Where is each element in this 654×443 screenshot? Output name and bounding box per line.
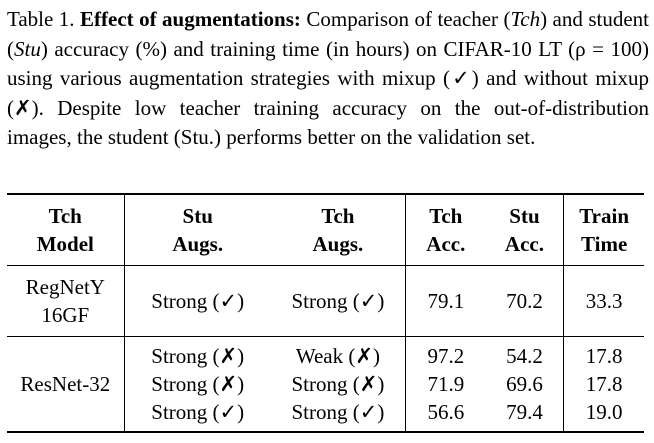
header-stu-acc: Stu Acc.: [485, 193, 565, 266]
cell-stu-acc: 70.2: [485, 265, 565, 337]
header-tch-acc: Tch Acc.: [405, 193, 486, 266]
cell-tch-augs: Strong (✗): [291, 372, 385, 396]
table-header: Tch Model Stu Augs. Tch Augs. Tch Acc. Stu Ac…: [7, 193, 644, 266]
cell-tch-augs: Strong (✓): [270, 265, 407, 337]
table-body: RegNetY 16GF Strong (✓) Strong (✓) 79.1 7…: [7, 265, 644, 433]
cell-tch-augs: Strong (✓): [291, 400, 385, 424]
caption-text-3: ) accuracy (%) and training time (in hou…: [7, 36, 649, 150]
cell-stu-augs: Strong (✓): [151, 400, 245, 424]
cell-tch-acc: 79.1: [405, 265, 486, 337]
cell-stu-augs-stack: Strong (✗) Strong (✗) Strong (✓): [124, 336, 271, 433]
cell-tch-acc: 71.9: [427, 372, 465, 396]
caption-text-1: Comparison of teacher (: [300, 7, 511, 31]
cell-train-time: 19.0: [585, 400, 623, 424]
cell-train-time: 17.8: [585, 344, 623, 368]
header-row: Tch Model Stu Augs. Tch Augs. Tch Acc. Stu Ac…: [7, 193, 644, 266]
cell-model-resnet32: ResNet-32: [7, 336, 125, 433]
cell-train-time-stack: 17.8 17.8 19.0: [563, 336, 644, 433]
header-train-time: Train Time: [563, 193, 644, 266]
cell-tch-acc: 56.6: [427, 400, 465, 424]
cell-tch-augs-stack: Weak (✗) Strong (✗) Strong (✓): [270, 336, 407, 433]
cell-model-regnety: RegNetY 16GF: [7, 265, 125, 337]
table-row: RegNetY 16GF Strong (✓) Strong (✓) 79.1 7…: [7, 265, 644, 337]
cell-stu-acc: 69.6: [506, 372, 543, 396]
cell-tch-acc-stack: 97.2 71.9 56.6: [405, 336, 486, 433]
cell-tch-acc: 97.2: [427, 344, 465, 368]
header-tch-model: Tch Model: [7, 193, 125, 266]
caption-prefix: Table 1.: [7, 7, 81, 31]
table-caption: Table 1. Effect of augmentations: Compar…: [7, 5, 649, 153]
cell-stu-acc-stack: 54.2 69.6 79.4: [485, 336, 565, 433]
cell-stu-augs: Strong (✓): [124, 265, 271, 337]
header-tch-augs: Tch Augs.: [270, 193, 407, 266]
header-stu-augs: Stu Augs.: [124, 193, 271, 266]
caption-stu: Stu: [14, 36, 41, 61]
caption-text-2: ) and student (: [7, 7, 649, 61]
cell-train-time: 33.3: [563, 265, 644, 337]
cell-stu-augs: Strong (✗): [151, 344, 245, 368]
cell-stu-acc: 79.4: [506, 400, 543, 424]
caption-tch: Tch: [510, 7, 541, 31]
results-table: Tch Model Stu Augs. Tch Augs. Tch Acc. Stu Ac…: [7, 193, 644, 433]
caption-title: Effect of augmentations:: [80, 7, 301, 31]
cell-train-time: 17.8: [585, 372, 623, 396]
cell-stu-acc: 54.2: [506, 344, 543, 368]
cell-stu-augs: Strong (✗): [151, 372, 245, 396]
table-row: ResNet-32 Strong (✗) Strong (✗) Strong (…: [7, 336, 644, 433]
cell-tch-augs: Weak (✗): [295, 344, 380, 368]
